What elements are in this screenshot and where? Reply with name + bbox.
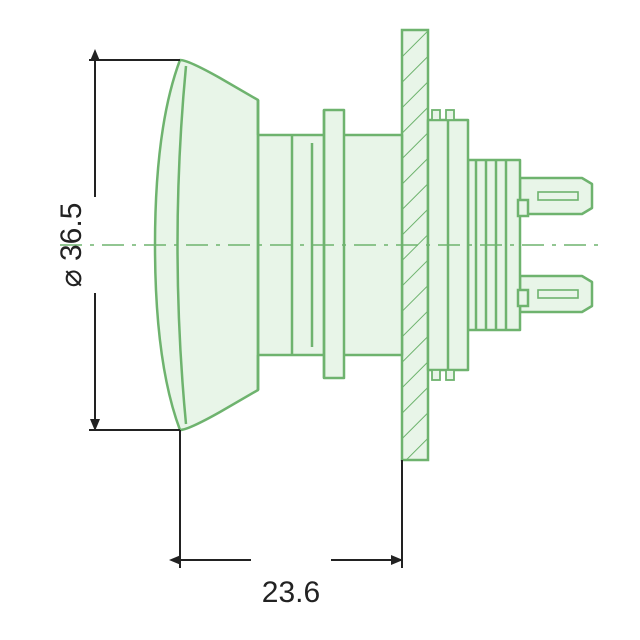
dimension-label: 23.6 — [262, 576, 320, 609]
dimension-label: ⌀ 36.5 — [55, 203, 88, 288]
drawing-svg: ⌀ 36.5 23.6 — [0, 0, 640, 640]
technical-drawing: ⌀ 36.5 23.6 — [0, 0, 640, 640]
